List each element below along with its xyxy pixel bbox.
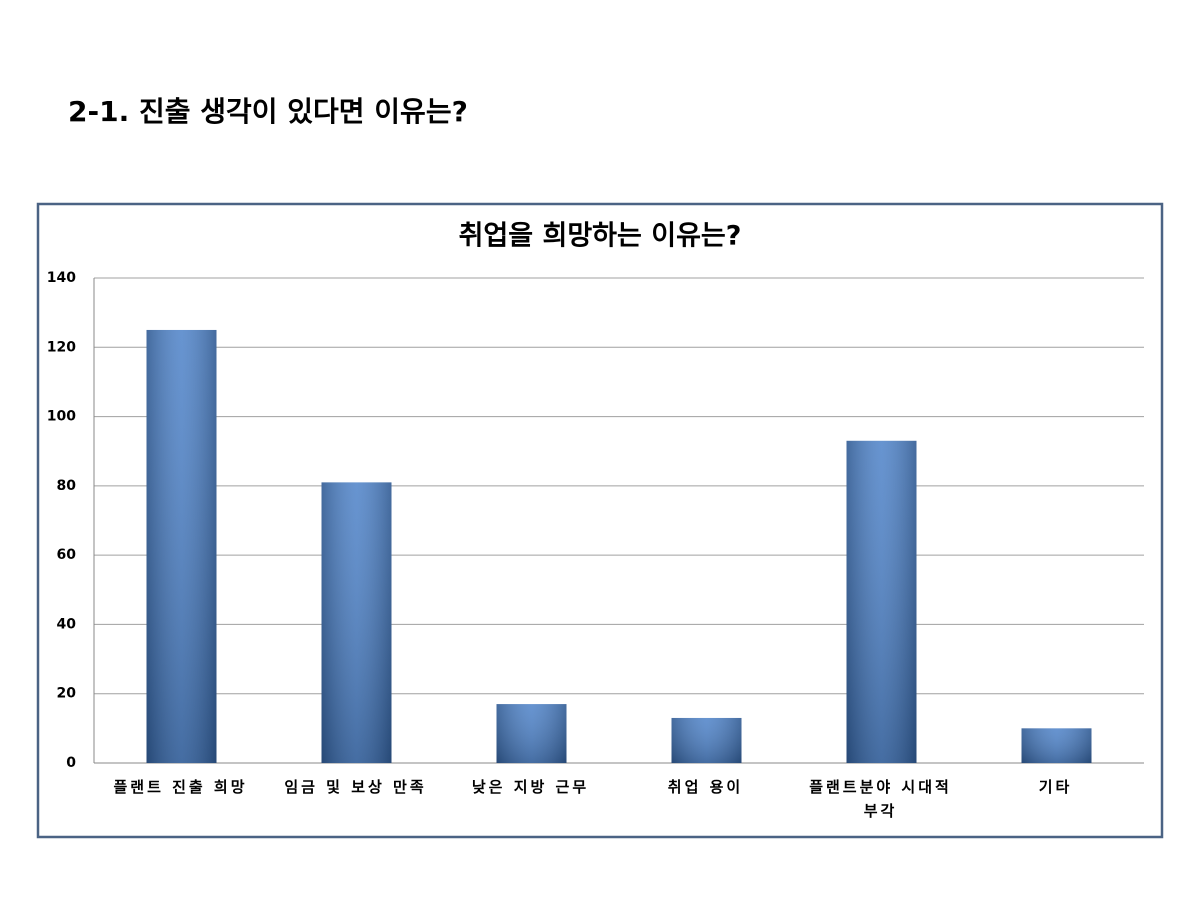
y-tick-label: 100 bbox=[47, 409, 76, 425]
y-tick-label: 20 bbox=[57, 686, 77, 702]
slide-heading: 2-1. 진출 생각이 있다면 이유는? bbox=[68, 95, 468, 128]
x-tick-label-box: 플랜트분야 시대적 부각 bbox=[809, 778, 952, 820]
y-tick-label: 120 bbox=[47, 339, 76, 355]
bar-shade bbox=[846, 440, 917, 763]
y-tick-label: 140 bbox=[47, 270, 76, 286]
bar-shade bbox=[1021, 728, 1092, 763]
x-tick-label: 취업 용이 bbox=[667, 778, 744, 796]
bar-shade bbox=[496, 704, 567, 763]
bar-shade bbox=[321, 482, 392, 763]
x-tick-label-box: 낮은 지방 근무 bbox=[471, 778, 590, 796]
y-tick-label: 80 bbox=[57, 478, 77, 494]
x-tick-label: 임금 및 보상 만족 bbox=[284, 778, 427, 796]
chart-frame bbox=[36, 202, 1164, 839]
x-tick-label-box: 기타 bbox=[1038, 778, 1073, 796]
y-tick-label: 40 bbox=[57, 616, 77, 632]
x-tick-label: 낮은 지방 근무 bbox=[471, 778, 590, 796]
x-tick-label-box: 임금 및 보상 만족 bbox=[284, 778, 427, 796]
x-tick-label-box: 플랜트 진출 희망 bbox=[113, 778, 248, 796]
x-tick-label: 기타 bbox=[1038, 778, 1073, 796]
y-tick-label: 60 bbox=[57, 547, 77, 563]
chart-title: 취업을 희망하는 이유는? bbox=[459, 221, 742, 252]
x-tick-label: 플랜트분야 시대적 부각 bbox=[809, 778, 952, 820]
bar-shade bbox=[671, 717, 742, 763]
x-tick-label: 플랜트 진출 희망 bbox=[113, 778, 248, 796]
x-tick-label-box: 취업 용이 bbox=[667, 778, 744, 796]
bar-shade bbox=[146, 329, 217, 763]
y-tick-label: 0 bbox=[66, 755, 76, 771]
